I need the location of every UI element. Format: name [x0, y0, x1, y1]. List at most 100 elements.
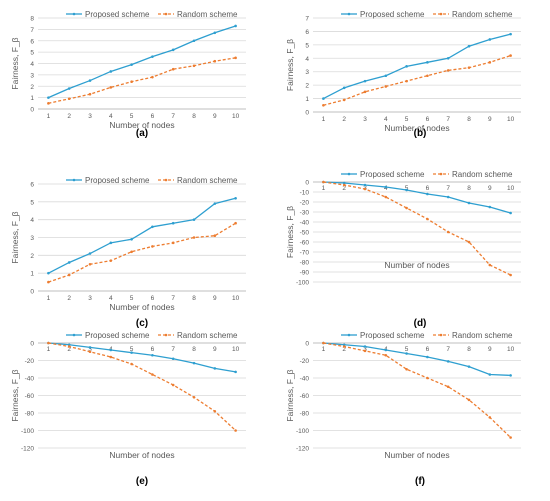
- x-tick-label: 7: [446, 346, 450, 353]
- data-point: [342, 98, 346, 102]
- legend-label: Proposed scheme: [85, 10, 150, 19]
- legend-marker: [72, 333, 76, 337]
- y-tick-label: -80: [300, 411, 310, 418]
- y-tick-label: -100: [296, 428, 309, 435]
- data-point: [322, 180, 325, 184]
- data-point: [363, 90, 367, 94]
- y-tick-label: 3: [30, 235, 34, 242]
- y-tick-label: 3: [30, 72, 34, 79]
- x-tick-label: 6: [151, 113, 155, 120]
- legend-marker: [439, 333, 443, 337]
- data-point: [384, 185, 388, 189]
- x-axis-title: Number of nodes: [109, 120, 174, 130]
- y-tick-label: -20: [300, 200, 310, 207]
- x-tick-label: 2: [67, 346, 71, 353]
- data-point: [488, 205, 492, 209]
- x-tick-label: 4: [384, 116, 388, 123]
- series-line-random: [323, 54, 511, 106]
- data-point: [488, 38, 492, 41]
- data-point: [213, 409, 217, 413]
- x-tick-label: 5: [130, 346, 134, 353]
- x-tick-label: 8: [467, 185, 471, 192]
- data-point: [405, 65, 408, 68]
- data-point: [109, 70, 113, 73]
- data-point: [47, 341, 50, 345]
- x-tick-label: 2: [342, 185, 346, 192]
- x-axis-title: Number of nodes: [109, 450, 174, 460]
- legend-marker: [164, 12, 168, 16]
- x-tick-label: 10: [232, 113, 240, 120]
- y-tick-label: -80: [25, 411, 35, 418]
- data-point: [509, 436, 512, 439]
- data-point: [213, 59, 217, 63]
- y-tick-label: 3: [305, 69, 309, 76]
- data-point: [130, 63, 133, 66]
- data-point: [488, 373, 492, 376]
- y-tick-label: -30: [300, 210, 310, 217]
- data-point: [151, 75, 154, 79]
- data-point: [342, 181, 346, 185]
- panel-label: (d): [414, 318, 427, 329]
- series-line-random: [48, 57, 236, 104]
- y-tick-label: -70: [300, 250, 310, 257]
- x-tick-label: 1: [47, 346, 51, 353]
- x-tick-label: 10: [232, 295, 240, 302]
- x-tick-label: 7: [446, 185, 450, 192]
- y-tick-label: 6: [30, 182, 34, 189]
- data-point: [109, 355, 113, 359]
- legend-label: Random scheme: [177, 10, 238, 19]
- data-point: [109, 259, 113, 262]
- data-point: [67, 261, 71, 264]
- x-tick-label: 3: [363, 116, 367, 123]
- x-tick-label: 6: [426, 346, 430, 353]
- y-tick-label: 2: [30, 253, 34, 260]
- x-tick-label: 7: [171, 113, 175, 120]
- data-point: [405, 206, 408, 210]
- y-tick-label: -90: [300, 270, 310, 277]
- series-line-proposed: [323, 33, 511, 100]
- y-tick-label: 1: [30, 271, 34, 278]
- y-tick-label: -60: [25, 393, 35, 400]
- data-point: [192, 395, 196, 399]
- y-tick-label: -20: [25, 358, 35, 365]
- y-tick-label: 0: [305, 110, 309, 117]
- data-point: [467, 44, 471, 48]
- data-point: [234, 370, 237, 374]
- x-tick-label: 10: [232, 346, 240, 353]
- x-tick-label: 3: [88, 346, 92, 353]
- x-tick-label: 2: [342, 346, 346, 353]
- data-point: [342, 183, 346, 187]
- data-point: [426, 355, 429, 359]
- chart-panel-6: 0-20-40-60-80-100-12012345678910Number o…: [285, 331, 521, 487]
- data-point: [192, 361, 196, 365]
- y-tick-label: 4: [30, 217, 34, 224]
- x-tick-label: 9: [488, 116, 492, 123]
- legend-label: Random scheme: [177, 176, 238, 185]
- data-point: [171, 383, 175, 387]
- y-axis-title: Fairness, F_β: [10, 369, 20, 421]
- data-point: [47, 271, 50, 275]
- data-point: [67, 273, 71, 277]
- x-tick-label: 6: [426, 116, 430, 123]
- data-point: [67, 97, 71, 101]
- y-tick-label: 2: [305, 83, 309, 90]
- data-point: [130, 250, 133, 254]
- legend-marker: [164, 333, 168, 337]
- x-tick-label: 6: [151, 295, 155, 302]
- data-point: [426, 376, 429, 380]
- series-line-random: [48, 342, 237, 431]
- y-tick-label: 0: [30, 107, 34, 114]
- data-point: [234, 24, 237, 28]
- data-point: [446, 230, 450, 234]
- y-tick-label: -80: [300, 260, 310, 267]
- data-point: [426, 74, 429, 78]
- legend-marker: [439, 12, 443, 16]
- y-tick-label: 2: [30, 84, 34, 91]
- y-tick-label: 8: [30, 16, 34, 23]
- x-tick-label: 1: [322, 346, 326, 353]
- x-tick-label: 7: [446, 116, 450, 123]
- legend-label: Proposed scheme: [360, 170, 425, 179]
- y-tick-label: -40: [25, 376, 35, 383]
- y-tick-label: 4: [30, 61, 34, 68]
- y-tick-label: 1: [30, 95, 34, 102]
